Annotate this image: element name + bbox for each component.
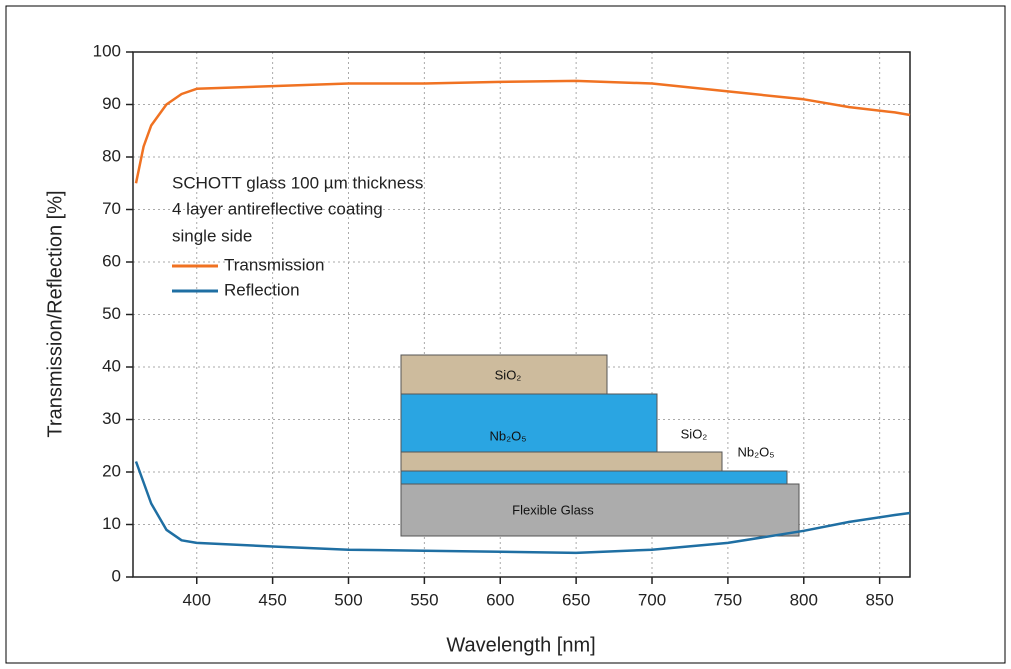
- legend-label: Reflection: [224, 280, 300, 299]
- x-tick-label: 550: [410, 590, 438, 609]
- y-tick-label: 20: [102, 461, 121, 480]
- annotation: 4 layer antireflective coating: [172, 199, 383, 218]
- inset-diagram: SiO₂ Nb₂O₅ SiO₂ Nb₂O₅ Flexible Glass: [401, 355, 799, 536]
- x-tick-label: 500: [334, 590, 362, 609]
- y-tick-label: 90: [102, 94, 121, 113]
- legend-label: Transmission: [224, 255, 324, 274]
- x-tick-label: 850: [865, 590, 893, 609]
- y-tick-label: 80: [102, 146, 121, 165]
- layer-glass: [401, 484, 799, 536]
- y-tick-label: 40: [102, 356, 121, 375]
- x-tick-label: 450: [258, 590, 286, 609]
- outer-frame: [6, 6, 1005, 663]
- x-tick-label: 650: [562, 590, 590, 609]
- x-tick-label: 700: [638, 590, 666, 609]
- inset-label: Flexible Glass: [512, 502, 594, 517]
- x-tick-label: 750: [714, 590, 742, 609]
- inset-label: Nb₂O₅: [737, 444, 774, 459]
- x-tick-label: 600: [486, 590, 514, 609]
- x-tick-label: 800: [790, 590, 818, 609]
- annotation: SCHOTT glass 100 µm thickness: [172, 173, 423, 192]
- y-axis-label: Transmission/Reflection [%]: [44, 190, 66, 437]
- y-tick-label: 30: [102, 409, 121, 428]
- x-axis-label: Wavelength [nm]: [446, 634, 595, 656]
- chart: SiO₂ Nb₂O₅ SiO₂ Nb₂O₅ Flexible Glass SCH…: [0, 0, 1011, 669]
- y-tick-label: 60: [102, 251, 121, 270]
- layer-nb2o5-thick: [401, 394, 657, 452]
- y-tick-label: 0: [112, 566, 121, 585]
- annotation: single side: [172, 226, 252, 245]
- y-tick-label: 70: [102, 199, 121, 218]
- y-tick-label: 10: [102, 514, 121, 533]
- x-tick-label: 400: [183, 590, 211, 609]
- series-line: [136, 81, 910, 183]
- layer-sio2-thin: [401, 452, 722, 471]
- layer-nb2o5-thin: [401, 471, 787, 484]
- y-tick-label: 100: [93, 41, 121, 60]
- inset-label: SiO₂: [495, 367, 522, 382]
- inset-label: Nb₂O₅: [489, 428, 526, 443]
- y-tick-label: 50: [102, 304, 121, 323]
- inset-label: SiO₂: [681, 426, 708, 441]
